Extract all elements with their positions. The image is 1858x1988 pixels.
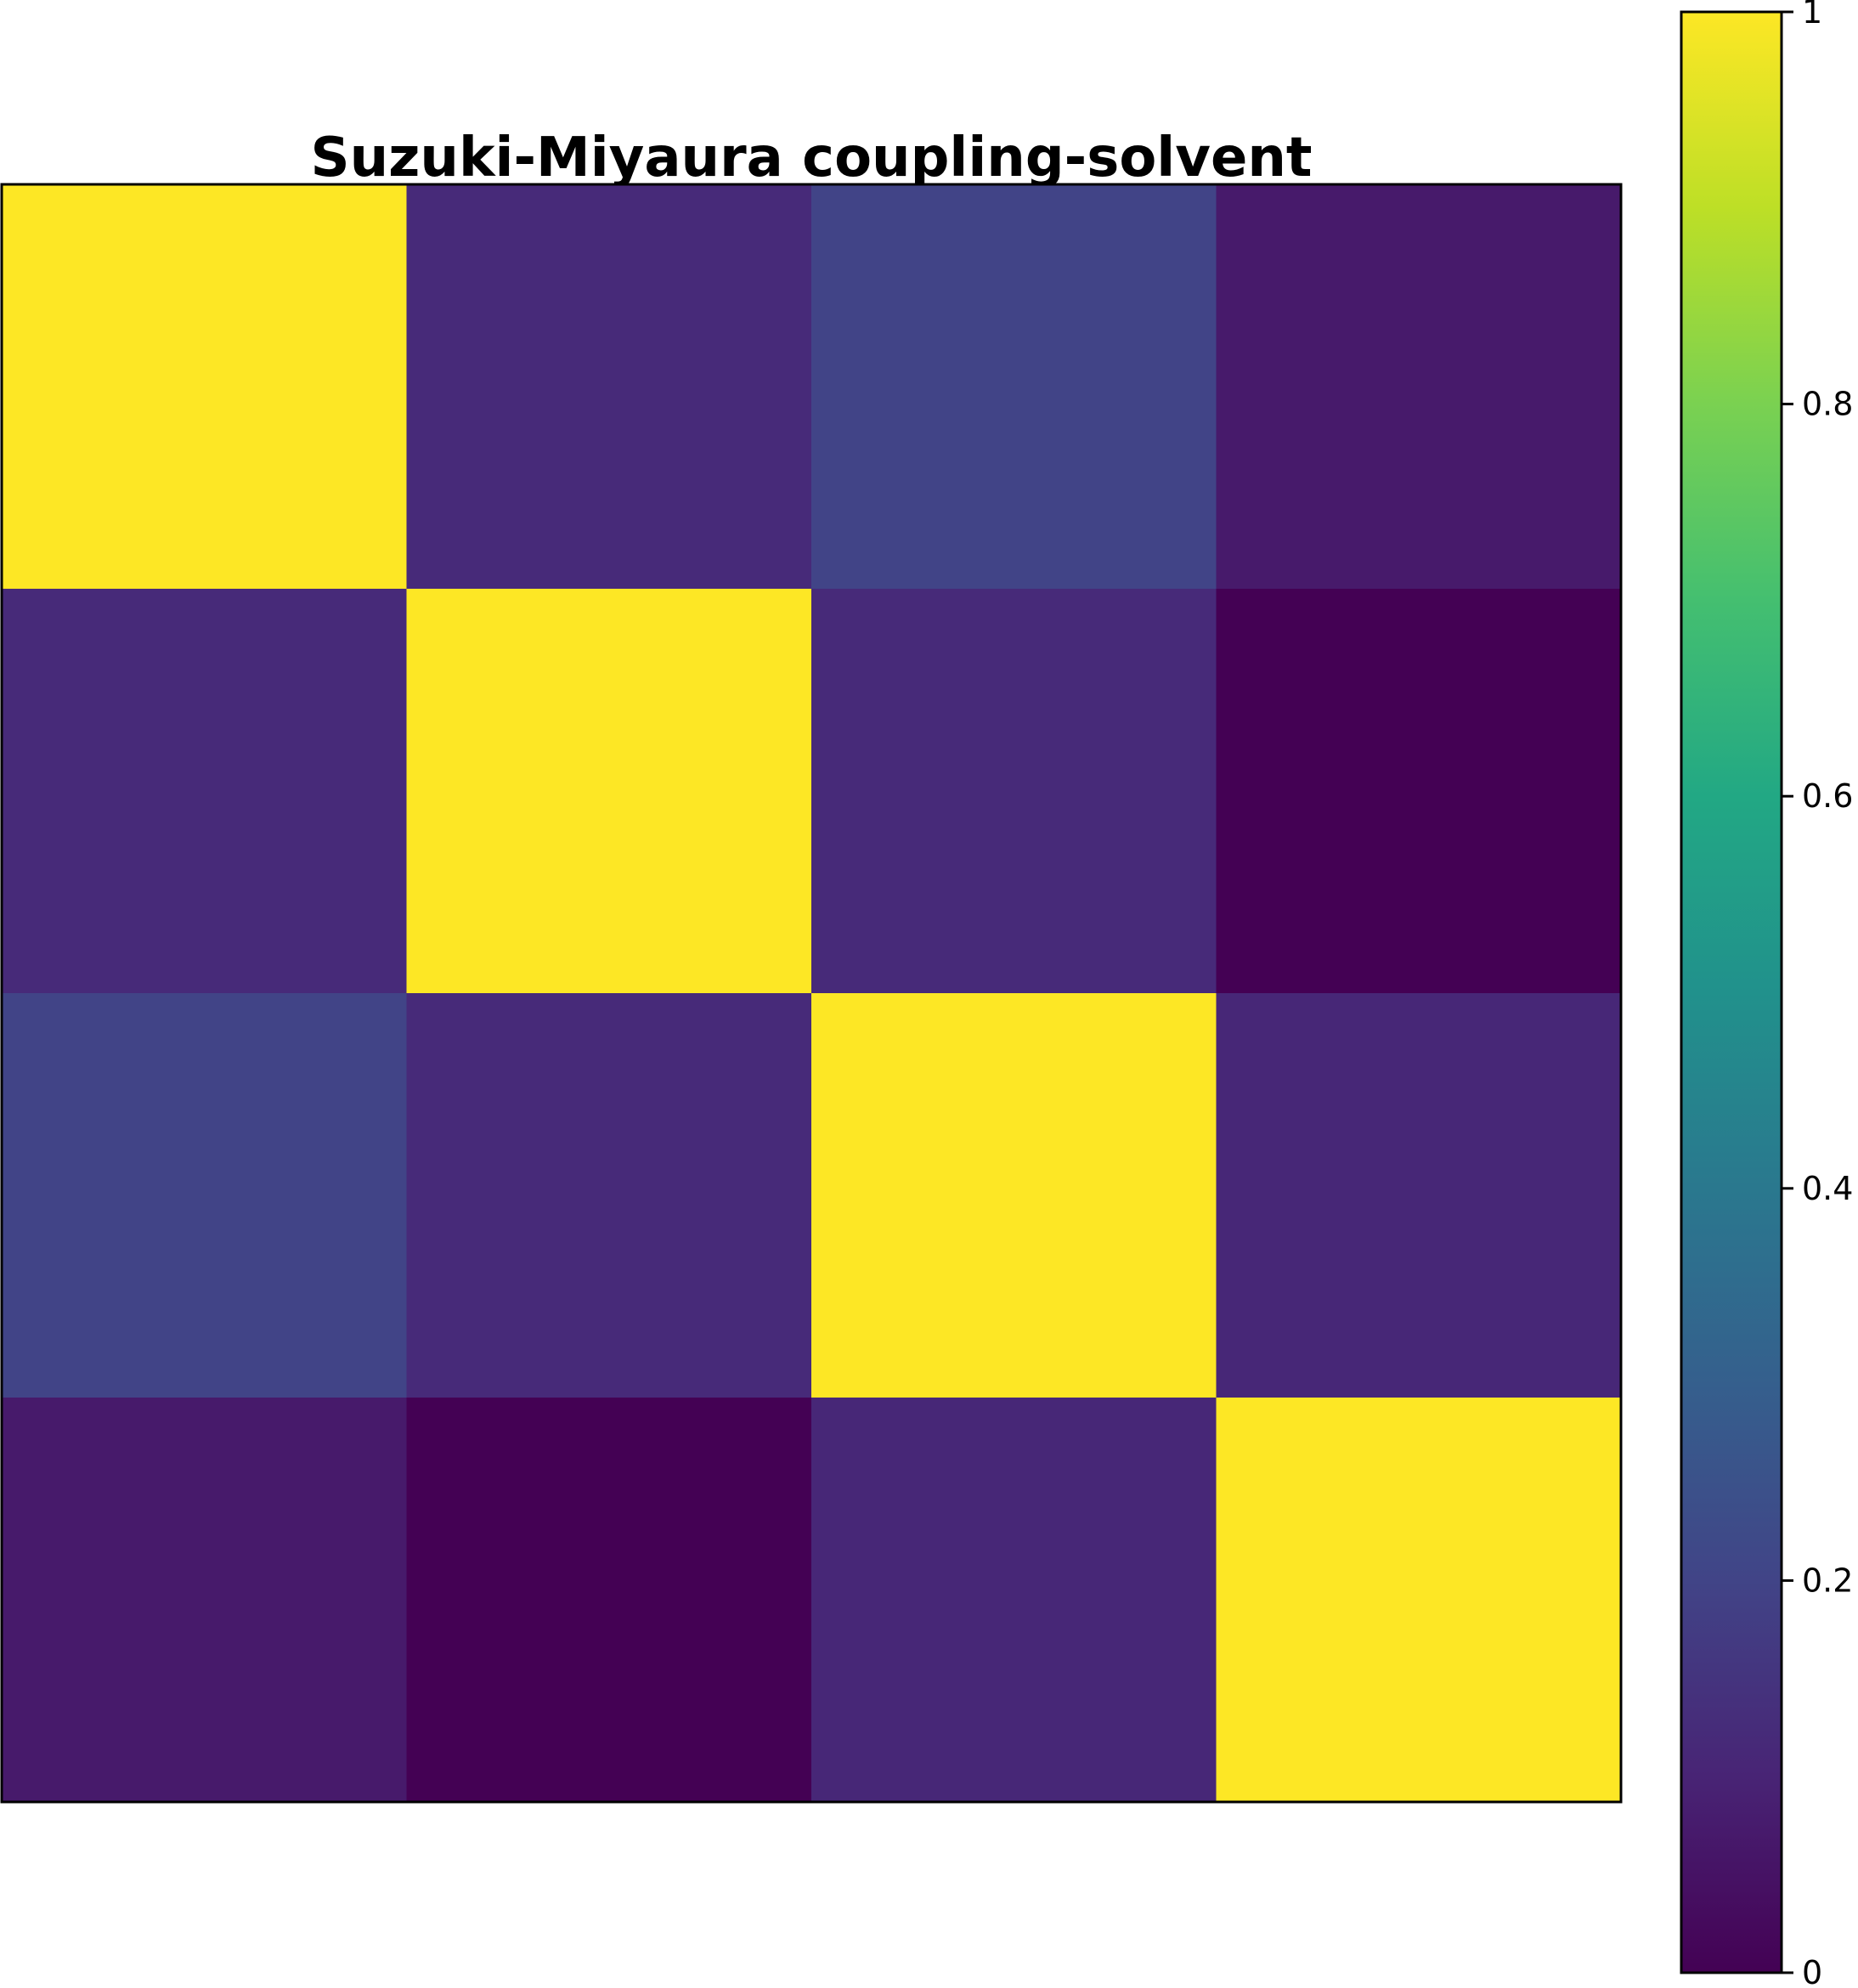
heatmap-cell-r0-c2 — [811, 184, 1217, 590]
colorbar-tick-label: 0.2 — [1802, 1562, 1853, 1599]
colorbar — [1680, 10, 1783, 1974]
heatmap-cell-r3-c2 — [811, 1398, 1217, 1803]
heatmap-cell-r0-c3 — [1216, 184, 1622, 590]
heatmap-cell-r3-c1 — [406, 1398, 812, 1803]
heatmap-cell-r2-c3 — [1216, 993, 1622, 1398]
heatmap-cell-r0-c0 — [2, 184, 408, 590]
heatmap-cell-r3-c3 — [1216, 1398, 1622, 1803]
chart-title: Suzuki-Miyaura coupling-solvent — [310, 127, 1312, 189]
colorbar-ticks: 0 0.2 0.4 0.6 0.8 1 — [1782, 0, 1853, 1988]
heatmap-cell-r2-c0 — [2, 993, 408, 1398]
heatmap-cell-r1-c0 — [2, 589, 408, 994]
colorbar-tick-label: 0.6 — [1802, 777, 1853, 815]
heatmap-cell-r1-c3 — [1216, 589, 1622, 994]
heatmap-cell-r1-c1 — [406, 589, 812, 994]
colorbar-tick-label: 1 — [1802, 0, 1822, 31]
colorbar-tick-label: 0 — [1802, 1954, 1822, 1988]
heatmap-cell-r2-c1 — [406, 993, 812, 1398]
heatmap-cell-r1-c2 — [811, 589, 1217, 994]
colorbar-tick-label: 0.4 — [1802, 1170, 1853, 1207]
heatmap-cells — [2, 184, 1622, 1803]
heatmap-cell-r2-c2 — [811, 993, 1217, 1398]
heatmap-cell-r0-c1 — [406, 184, 812, 590]
heatmap-cell-r3-c0 — [2, 1398, 408, 1803]
colorbar-tick-label: 0.8 — [1802, 386, 1853, 423]
heatmap-frame — [0, 183, 1623, 1804]
